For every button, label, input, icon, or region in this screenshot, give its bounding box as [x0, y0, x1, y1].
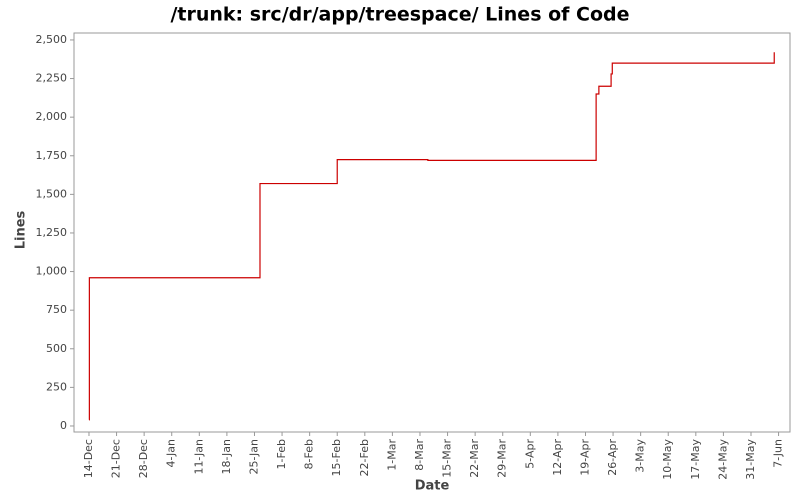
y-axis-title: Lines	[14, 210, 29, 249]
x-tick-label: 12-Apr	[551, 439, 564, 476]
x-tick-label: 18-Jan	[220, 439, 233, 475]
x-tick-label: 26-Apr	[606, 439, 619, 476]
data-line	[88, 52, 775, 421]
y-tick-label: 0	[60, 419, 67, 432]
y-tick-label: 1,000	[36, 265, 68, 278]
x-tick-label: 17-May	[689, 439, 702, 480]
y-tick-label: 250	[46, 380, 67, 393]
x-tick-label: 10-May	[661, 439, 674, 480]
y-tick-label: 750	[46, 303, 67, 316]
y-tick-label: 1,750	[36, 149, 68, 162]
x-tick-label: 15-Feb	[330, 439, 343, 476]
x-tick-label: 1-Mar	[385, 439, 398, 471]
x-tick-label: 22-Mar	[468, 439, 481, 478]
x-tick-label: 24-May	[716, 439, 729, 480]
chart-title: /trunk: src/dr/app/treespace/ Lines of C…	[170, 4, 629, 26]
y-tick-label: 500	[46, 342, 67, 355]
x-tick-label: 3-May	[634, 439, 647, 473]
x-tick-label: 1-Feb	[275, 439, 288, 469]
y-tick-label: 1,250	[36, 226, 68, 239]
x-axis-title: Date	[415, 479, 450, 494]
x-tick-label: 22-Feb	[358, 439, 371, 476]
x-tick-label: 14-Dec	[82, 439, 95, 478]
y-tick-label: 2,500	[36, 33, 68, 46]
x-tick-label: 7-Jun	[772, 439, 785, 468]
x-tick-label: 21-Dec	[110, 439, 123, 478]
x-tick-label: 31-May	[744, 439, 757, 480]
x-tick-label: 28-Dec	[137, 439, 150, 478]
x-tick-label: 4-Jan	[165, 439, 178, 468]
x-tick-label: 15-Mar	[441, 439, 454, 478]
x-tick-label: 5-Apr	[523, 439, 536, 469]
x-tick-label: 11-Jan	[192, 439, 205, 475]
plot-area	[73, 32, 791, 433]
x-tick-label: 25-Jan	[247, 439, 260, 475]
y-tick-label: 2,000	[36, 110, 68, 123]
x-tick-label: 29-Mar	[496, 439, 509, 478]
y-tick-label: 2,250	[36, 72, 68, 85]
x-tick-label: 19-Apr	[578, 439, 591, 476]
x-tick-label: 8-Mar	[413, 439, 426, 471]
y-tick-label: 1,500	[36, 187, 68, 200]
x-tick-label: 8-Feb	[303, 439, 316, 469]
